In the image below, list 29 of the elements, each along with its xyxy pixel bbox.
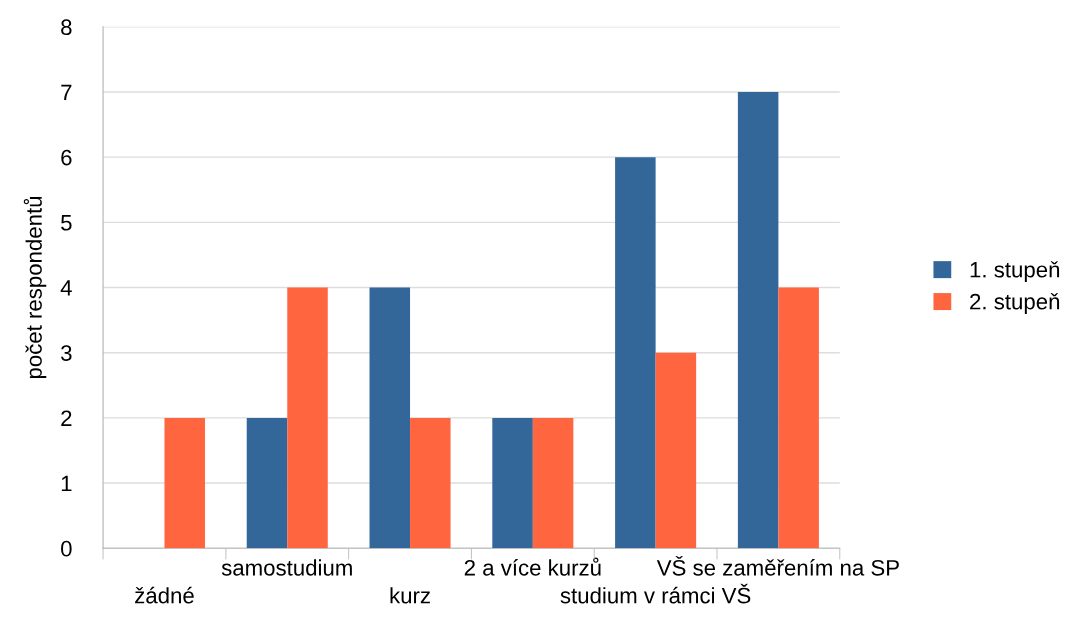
x-tick-label: 2 a více kurzů [464,557,601,576]
y-tick-label: 4 [60,280,72,296]
x-tick-label: samostudium [221,559,352,576]
bar [532,417,574,549]
legend-label: 1. stupeň [970,261,1060,282]
x-tick-label: kurz [390,587,430,604]
x-tick-label: žádné [135,586,194,604]
y-tick-label: 5 [61,215,72,231]
bar [164,417,205,549]
y-axis-title: počet respondentů [23,196,47,379]
y-tick-label: 1 [61,475,72,492]
bar [369,287,411,549]
bar [246,417,288,549]
bar [492,417,533,549]
y-tick-label: 0 [61,540,72,557]
bar [410,417,451,549]
y-tick-label: 2 [61,410,72,426]
y-tick-label: 7 [61,84,72,101]
bar [615,157,656,549]
bar [655,352,697,549]
y-tick-label: 8 [61,19,72,36]
x-tick-label: VŠ se zaměřením na SP [656,556,899,576]
bar [778,287,819,549]
y-tick-label: 6 [61,149,72,166]
bar [287,287,328,549]
bar [737,91,779,549]
x-tick-label: studium v rámci VŠ [560,583,751,604]
legend-label: 2. stupeň [970,293,1060,314]
y-tick-label: 3 [61,345,72,361]
